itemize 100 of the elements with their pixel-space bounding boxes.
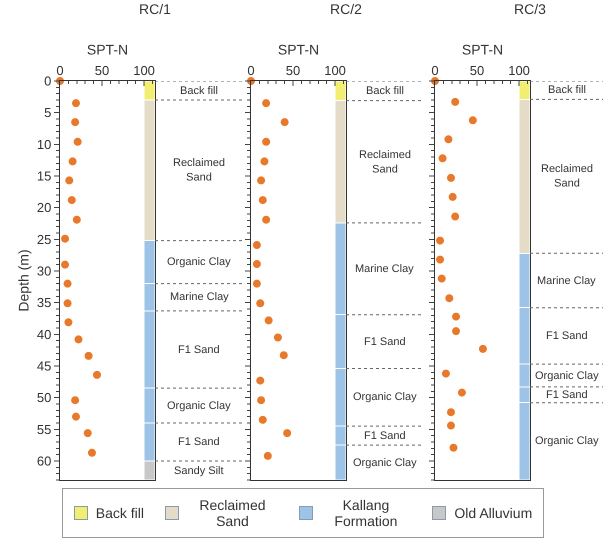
point — [283, 429, 292, 438]
point — [61, 260, 70, 269]
point — [442, 370, 450, 378]
y-axis-title: Depth (m) — [16, 249, 32, 312]
point — [252, 280, 261, 288]
series-label: Marine Clay — [537, 275, 596, 287]
x-tick-label: 0 — [56, 62, 64, 78]
point — [262, 216, 270, 224]
text: F1 Sand — [178, 436, 220, 448]
point — [84, 429, 92, 438]
series-label: Reclaimed Sand — [541, 163, 593, 190]
y-tick-label: 25 — [36, 232, 52, 247]
point — [257, 396, 266, 404]
y-tick-label: 15 — [36, 168, 52, 184]
point — [450, 444, 458, 452]
point — [446, 174, 455, 182]
series-label: Reclaimed Sand — [173, 157, 225, 184]
category-label: Reclaimed Sand — [198, 496, 267, 530]
x-tick-label: 100 — [133, 62, 155, 78]
y-tick-label: 10 — [36, 136, 52, 152]
point — [256, 299, 264, 308]
point — [92, 370, 101, 379]
point — [72, 412, 80, 421]
series-label: F1 Sand — [546, 330, 588, 342]
x-tick-label: 50 — [470, 62, 484, 78]
series-label: Organic Clay — [535, 370, 600, 382]
point — [448, 192, 457, 201]
point — [438, 274, 446, 283]
series-label: Reclaimed Sand — [359, 149, 411, 176]
point — [61, 234, 70, 243]
point — [65, 176, 74, 184]
category-label: Old Alluvium — [454, 504, 532, 522]
point — [468, 116, 477, 124]
point — [446, 422, 455, 430]
x-tick-label: 50 — [286, 62, 300, 78]
category-label: Back fill — [96, 504, 144, 522]
point — [451, 212, 460, 221]
point — [458, 388, 466, 397]
x-tick-label: 0 — [431, 62, 439, 78]
point — [436, 236, 444, 245]
chart-title: RC/2 — [330, 0, 362, 17]
x-tick-label: 100 — [508, 62, 530, 78]
series-label: Back fill — [548, 84, 586, 96]
series-label: Marine Clay — [355, 263, 414, 275]
point — [71, 118, 80, 126]
x-tick-label: 0 — [247, 62, 255, 78]
point — [264, 316, 273, 324]
y-tick-label: 0 — [44, 74, 52, 89]
chart-title: RC/1 — [139, 0, 172, 17]
point — [451, 98, 460, 106]
point — [74, 335, 82, 344]
series-label: F1 Sand — [364, 430, 406, 442]
point — [274, 334, 282, 342]
point — [444, 135, 452, 144]
y-tick-label: 55 — [36, 422, 52, 437]
text: Back fill — [180, 85, 218, 97]
point — [258, 416, 267, 424]
y-tick-label: 30 — [36, 264, 52, 279]
point — [252, 241, 261, 250]
point — [260, 157, 268, 166]
point — [262, 99, 270, 108]
text: F1 Sand — [178, 344, 220, 356]
point — [88, 448, 96, 457]
series-label: Back fill — [366, 85, 404, 97]
point — [72, 99, 80, 108]
x-axis-title: SPT-N — [462, 41, 504, 58]
point — [478, 344, 487, 353]
category-label: Kallang Formation — [333, 496, 398, 530]
point — [64, 318, 72, 326]
series-label: F1 Sand — [364, 336, 406, 348]
point — [262, 138, 270, 146]
point — [64, 299, 72, 308]
point — [280, 351, 288, 360]
point — [84, 352, 93, 360]
x-tick-label: 100 — [324, 62, 346, 78]
x-axis-title: SPT-N — [278, 41, 320, 58]
y-tick-label: 5 — [44, 105, 52, 120]
y-tick-label: 35 — [36, 295, 52, 310]
y-tick-label: 50 — [36, 390, 52, 406]
series-label: Organic Clay — [167, 256, 232, 268]
point — [445, 294, 454, 302]
point — [72, 216, 81, 224]
y-tick-label: 45 — [36, 358, 52, 374]
series-label: Organic Clay — [353, 457, 418, 469]
point — [436, 256, 444, 264]
point — [258, 196, 267, 204]
series-label: Organic Clay — [353, 391, 418, 403]
chart-title: RC/3 — [514, 0, 546, 17]
point — [257, 176, 266, 184]
point — [446, 408, 455, 416]
point — [452, 327, 460, 336]
x-tick-label: 50 — [94, 62, 110, 78]
series-label: Marine Clay — [170, 291, 230, 303]
point — [280, 118, 289, 126]
point — [256, 376, 264, 385]
point — [452, 312, 460, 321]
point — [438, 154, 447, 162]
point — [74, 138, 82, 146]
series-label: Organic Clay — [167, 400, 232, 412]
y-tick-label: 60 — [36, 454, 52, 469]
